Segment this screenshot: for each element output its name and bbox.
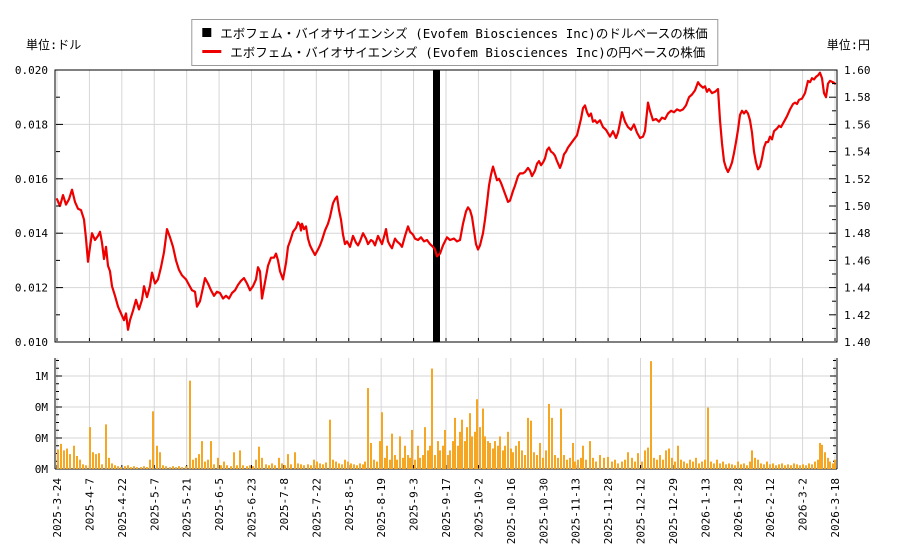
svg-text:0.012: 0.012 <box>15 282 48 295</box>
svg-text:2025-10-30: 2025-10-30 <box>537 478 550 544</box>
svg-text:2025-9-17: 2025-9-17 <box>440 478 453 538</box>
svg-text:1.42: 1.42 <box>844 309 871 322</box>
svg-text:2025-7-22: 2025-7-22 <box>310 478 323 538</box>
gridlines <box>55 70 837 469</box>
svg-text:0.020: 0.020 <box>15 64 48 77</box>
svg-text:2025-11-13: 2025-11-13 <box>570 478 583 544</box>
svg-text:0.010: 0.010 <box>15 336 48 349</box>
svg-text:2025-6-23: 2025-6-23 <box>246 478 259 538</box>
svg-text:1.52: 1.52 <box>844 173 871 186</box>
black-square-marker-icon <box>202 28 212 37</box>
svg-text:2025-9-3: 2025-9-3 <box>408 478 421 531</box>
svg-text:0.018: 0.018 <box>15 118 48 131</box>
svg-text:0.014: 0.014 <box>15 227 48 240</box>
svg-text:1.50: 1.50 <box>844 200 871 213</box>
legend-item-yen: エボフェム・バイオサイエンシズ (Evofem Biosciences Inc)… <box>202 42 707 61</box>
svg-text:0M: 0M <box>35 401 49 414</box>
svg-text:1.54: 1.54 <box>844 146 871 159</box>
svg-text:0M: 0M <box>35 432 49 445</box>
price-plot-frame <box>54 69 838 343</box>
svg-text:1.60: 1.60 <box>844 64 871 77</box>
svg-text:1.58: 1.58 <box>844 91 871 104</box>
svg-text:1.44: 1.44 <box>844 282 871 295</box>
legend-label-yen: エボフェム・バイオサイエンシズ (Evofem Biosciences Inc)… <box>230 45 706 60</box>
svg-text:2025-4-22: 2025-4-22 <box>116 478 129 538</box>
svg-text:2025-8-5: 2025-8-5 <box>343 478 356 531</box>
svg-text:2025-6-5: 2025-6-5 <box>213 478 226 531</box>
svg-text:2025-12-29: 2025-12-29 <box>667 478 680 544</box>
svg-text:0.016: 0.016 <box>15 173 48 186</box>
svg-text:1.48: 1.48 <box>844 227 871 240</box>
legend: エボフェム・バイオサイエンシズ (Evofem Biosciences Inc)… <box>191 19 719 66</box>
right-axis-unit-label: 単位:円 <box>826 38 870 52</box>
svg-text:1.56: 1.56 <box>844 118 871 131</box>
svg-text:1.40: 1.40 <box>844 336 871 349</box>
svg-text:2026-1-13: 2026-1-13 <box>699 478 712 538</box>
svg-text:2025-10-2: 2025-10-2 <box>472 478 485 538</box>
left-axis-unit-label: 単位:ドル <box>26 38 82 52</box>
axis-tick-labels: 0.020 0.018 0.016 0.014 0.012 0.010 1.60 1.58 1.… <box>15 64 871 544</box>
svg-text:2025-5-21: 2025-5-21 <box>181 478 194 538</box>
svg-text:2025-4-7: 2025-4-7 <box>83 478 96 531</box>
dollar-price-impulse-bar <box>433 70 440 342</box>
axis-ticks <box>56 69 836 343</box>
red-line-marker-icon <box>202 50 222 53</box>
svg-text:2026-1-28: 2026-1-28 <box>732 478 745 538</box>
svg-text:2025-12-12: 2025-12-12 <box>635 478 648 544</box>
legend-item-dollar: エボフェム・バイオサイエンシズ (Evofem Biosciences Inc)… <box>202 23 708 42</box>
svg-text:2025-10-16: 2025-10-16 <box>505 478 518 544</box>
legend-label-dollar: エボフェム・バイオサイエンシズ (Evofem Biosciences Inc)… <box>220 26 708 41</box>
volume-bars <box>57 361 836 469</box>
svg-text:2025-11-28: 2025-11-28 <box>602 478 615 544</box>
svg-text:2026-2-12: 2026-2-12 <box>764 478 777 538</box>
svg-text:1M: 1M <box>35 370 49 383</box>
svg-text:2025-5-7: 2025-5-7 <box>148 478 161 531</box>
svg-text:0M: 0M <box>35 463 49 476</box>
svg-text:2026-3-2: 2026-3-2 <box>797 478 810 531</box>
svg-text:2025-3-24: 2025-3-24 <box>51 478 64 538</box>
svg-text:2026-3-18: 2026-3-18 <box>829 478 842 538</box>
svg-text:2025-7-8: 2025-7-8 <box>278 478 291 531</box>
svg-text:1.46: 1.46 <box>844 254 871 267</box>
svg-text:2025-8-19: 2025-8-19 <box>375 478 388 538</box>
yen-price-line <box>55 71 837 331</box>
